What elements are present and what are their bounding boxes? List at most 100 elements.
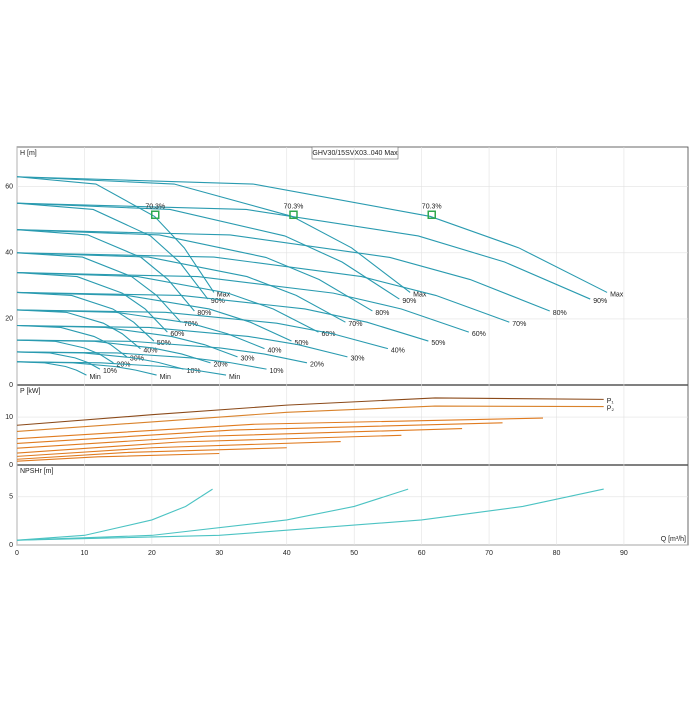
y-tick-label: 0 bbox=[9, 382, 13, 389]
series-label: 50% bbox=[294, 340, 308, 347]
series-line bbox=[16, 405, 604, 433]
series-label: Max bbox=[217, 291, 231, 298]
x-tick-label: 90 bbox=[620, 550, 628, 557]
series-label: 90% bbox=[593, 298, 607, 305]
y-tick-label: 10 bbox=[5, 414, 13, 421]
series-line bbox=[16, 291, 292, 342]
series-line bbox=[16, 361, 227, 376]
marker-label: 70.3% bbox=[145, 204, 165, 211]
series-label: 80% bbox=[553, 310, 567, 317]
series-label: 40% bbox=[143, 347, 157, 354]
efficiency-marker bbox=[427, 210, 436, 220]
series-line bbox=[16, 339, 308, 364]
series-label: P₂ bbox=[607, 405, 615, 412]
series-label: 60% bbox=[472, 331, 486, 338]
series-line bbox=[16, 229, 550, 312]
series-line bbox=[16, 252, 346, 323]
series-line bbox=[16, 434, 402, 454]
series-line bbox=[16, 176, 215, 293]
efficiency-marker bbox=[289, 210, 298, 220]
series-line bbox=[16, 291, 155, 342]
series-line bbox=[16, 272, 319, 333]
x-tick-label: 40 bbox=[283, 550, 291, 557]
series-line bbox=[16, 272, 168, 333]
y-axis-label: P [kW] bbox=[20, 388, 41, 395]
series-label: Min bbox=[160, 374, 171, 381]
series-label: 70% bbox=[348, 321, 362, 328]
series-label: Min bbox=[229, 374, 240, 381]
series-label: 70% bbox=[512, 321, 526, 328]
x-tick-label: 50 bbox=[350, 550, 358, 557]
marker-label: 70.3% bbox=[422, 204, 442, 211]
x-tick-label: 10 bbox=[81, 550, 89, 557]
x-tick-label: 30 bbox=[215, 550, 223, 557]
series-label: 90% bbox=[402, 298, 416, 305]
series-line bbox=[16, 428, 463, 449]
series-line bbox=[16, 447, 287, 460]
series-line bbox=[16, 202, 209, 300]
series-line bbox=[16, 488, 604, 541]
series-label: 20% bbox=[214, 362, 228, 369]
series-line bbox=[16, 488, 409, 541]
marker-label: 70.3% bbox=[284, 204, 304, 211]
x-tick-label: 80 bbox=[553, 550, 561, 557]
series-label: Min bbox=[89, 374, 100, 381]
y-tick-label: 0 bbox=[9, 542, 13, 549]
y-tick-label: 5 bbox=[9, 494, 13, 501]
series-label: Max bbox=[413, 291, 427, 298]
series-label: 60% bbox=[321, 331, 335, 338]
series-label: 80% bbox=[375, 310, 389, 317]
series-label: 20% bbox=[116, 362, 130, 369]
annotation: GHV30/15SVX03..040 Max bbox=[312, 150, 398, 157]
series-line bbox=[16, 452, 220, 462]
series-line bbox=[16, 339, 114, 364]
x-tick-label: 20 bbox=[148, 550, 156, 557]
series-line bbox=[16, 397, 604, 426]
series-label: 50% bbox=[431, 340, 445, 347]
y-axis-label: NPSHr [m] bbox=[20, 468, 54, 475]
y-tick-label: 20 bbox=[5, 316, 13, 323]
annotation-box bbox=[311, 146, 399, 160]
series-line bbox=[16, 324, 128, 358]
series-line bbox=[16, 176, 608, 293]
series-label: 70% bbox=[184, 321, 198, 328]
series-line bbox=[16, 202, 591, 300]
series-line bbox=[16, 252, 510, 323]
x-tick-label: 60 bbox=[418, 550, 426, 557]
series-line bbox=[16, 324, 348, 358]
series-line bbox=[16, 351, 101, 370]
series-label: 60% bbox=[170, 331, 184, 338]
series-line bbox=[16, 291, 429, 342]
series-label: 90% bbox=[211, 298, 225, 305]
series-line bbox=[16, 272, 470, 333]
series-line bbox=[16, 488, 213, 541]
y-axis-label: H [m] bbox=[20, 150, 37, 157]
plot-frame bbox=[16, 146, 689, 546]
series-label: 10% bbox=[103, 368, 117, 375]
y-tick-label: 0 bbox=[9, 462, 13, 469]
series-line bbox=[16, 440, 341, 457]
series-label: 40% bbox=[391, 347, 405, 354]
series-label: 30% bbox=[350, 356, 364, 363]
series-line bbox=[16, 229, 195, 312]
series-label: 30% bbox=[241, 356, 255, 363]
series-line bbox=[16, 351, 267, 370]
series-label: 40% bbox=[267, 347, 281, 354]
series-label: 10% bbox=[270, 368, 284, 375]
series-line bbox=[16, 202, 400, 300]
series-line bbox=[16, 229, 373, 312]
series-label: 10% bbox=[187, 368, 201, 375]
y-tick-label: 40 bbox=[5, 250, 13, 257]
series-label: P₁ bbox=[607, 398, 615, 405]
x-tick-label: 70 bbox=[485, 550, 493, 557]
series-line bbox=[16, 361, 157, 376]
series-line bbox=[16, 417, 544, 440]
series-line bbox=[16, 361, 87, 376]
x-tick-label: 0 bbox=[15, 550, 19, 557]
y-tick-label: 60 bbox=[5, 184, 13, 191]
series-line bbox=[16, 422, 503, 444]
series-label: 30% bbox=[130, 356, 144, 363]
series-label: 80% bbox=[197, 310, 211, 317]
series-line bbox=[16, 309, 141, 350]
